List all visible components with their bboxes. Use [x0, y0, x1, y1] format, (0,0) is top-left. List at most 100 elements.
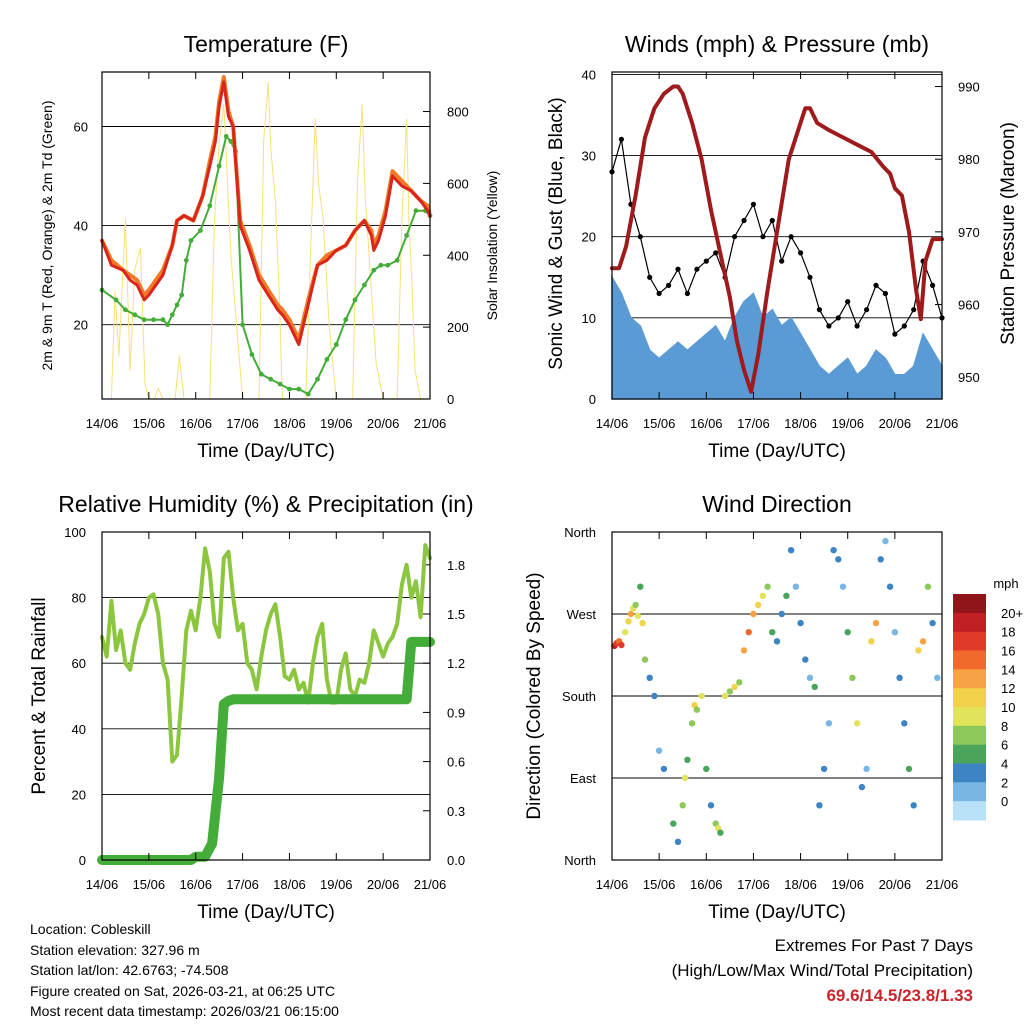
temperature-xtick-label: 16/06	[179, 416, 212, 431]
colorbar-title: mph	[993, 576, 1018, 591]
wind-direction-point	[634, 612, 642, 619]
gust-point	[930, 282, 936, 288]
dewpoint-point	[378, 262, 384, 268]
gust-point	[892, 331, 898, 337]
precipitation-line	[97, 636, 435, 865]
gust-point	[703, 258, 709, 264]
dewpoint-point	[179, 292, 185, 298]
temperature-title: Temperature (F)	[184, 31, 349, 57]
winds-ylabel-right: Station Pressure (Maroon)	[998, 122, 1019, 345]
humidity-ytick-right-label: 0.3	[447, 804, 465, 819]
dewpoint-point	[343, 317, 349, 323]
wind-direction-point	[934, 674, 941, 681]
station-latlon: Station lat/lon: 42.6763; -74.508	[30, 962, 229, 978]
data-timestamp: Most recent data timestamp: 2026/03/21 0…	[30, 1003, 339, 1019]
dewpoint-point	[362, 282, 367, 288]
colorbar-label: 4	[1001, 757, 1008, 772]
humidity-ytick-right-label: 1.5	[447, 607, 465, 622]
temperature-ytick-right-label: 600	[447, 176, 469, 191]
wind-direction-point	[637, 583, 644, 590]
direction-xlabel: Time (Day/UTC)	[708, 902, 846, 923]
colorbar-label: 12	[1001, 681, 1015, 696]
gust-point	[637, 234, 643, 240]
sonic-wind-area	[611, 274, 943, 400]
winds-xtick-label: 18/06	[784, 416, 817, 431]
temperature-ylabel: 2m & 9m T (Red, Orange) & 2m Td (Green)	[39, 101, 55, 371]
winds-xtick-label: 17/06	[737, 416, 770, 431]
wind-direction-point	[882, 537, 889, 545]
temperature-ytick-right-label: 0	[447, 392, 454, 407]
dewpoint-point	[333, 342, 339, 347]
wind-direction-point	[688, 720, 696, 727]
dewpoint-point	[198, 228, 203, 233]
relative-humidity-line	[100, 543, 432, 764]
gust-point	[694, 266, 700, 272]
dewpoint-point	[207, 203, 213, 209]
wind-direction-point	[830, 547, 837, 554]
winds-ylabel: Sonic Wind & Gust (Blue, Black)	[546, 97, 567, 369]
temperature-ytick-right-label: 400	[447, 248, 469, 263]
direction-xtick-label: 15/06	[643, 877, 676, 892]
wind-direction-point	[764, 583, 771, 590]
colorbar-label: 10	[1001, 700, 1015, 715]
humidity-xtick-label: 17/06	[226, 877, 259, 892]
winds-ytick-right-label: 970	[958, 225, 980, 240]
humidity-ytick-right-label: 1.8	[447, 558, 465, 573]
humidity-xtick-label: 21/06	[414, 877, 447, 892]
wind-direction-point	[783, 592, 790, 599]
humidity-xtick-label: 15/06	[133, 877, 166, 892]
dewpoint-point	[151, 317, 156, 323]
humidity-ytick-label: 20	[72, 787, 86, 802]
dewpoint-point	[413, 208, 419, 214]
wind-direction-point	[872, 619, 880, 627]
colorbar-swatch	[953, 669, 986, 689]
winds-xtick-label: 16/06	[690, 416, 723, 431]
dewpoint-point	[352, 297, 358, 303]
wind-direction-point	[868, 638, 875, 645]
wind-direction-point	[811, 683, 818, 691]
temperature-xtick-label: 15/06	[133, 416, 166, 431]
gust-point	[647, 274, 653, 280]
wind-direction-point	[693, 706, 701, 713]
colorbar-swatch	[953, 594, 986, 614]
dewpoint-point	[165, 322, 171, 328]
gust-point	[675, 266, 681, 272]
winds-ytick-right-label: 980	[958, 152, 980, 167]
colorbar-swatch	[953, 763, 986, 783]
wind-direction-point	[740, 647, 748, 654]
gust-point	[816, 307, 823, 313]
dewpoint-point	[188, 238, 194, 243]
gust-point	[684, 290, 691, 297]
wind-direction-point	[844, 629, 851, 636]
humidity-xlabel: Time (Day/UTC)	[197, 902, 335, 923]
wind-direction-point	[651, 692, 658, 700]
dewpoint-point	[394, 257, 400, 263]
temperature-xtick-label: 20/06	[367, 416, 400, 431]
extremes-summary: Extremes For Past 7 Days (High/Low/Max W…	[672, 933, 973, 1008]
temperature-ytick-label: 20	[74, 318, 88, 333]
winds-xtick-label: 15/06	[643, 416, 676, 431]
humidity-title: Relative Humidity (%) & Precipitation (i…	[58, 491, 473, 517]
temperature-ylabel-right: Solar Insolation (Yellow)	[484, 171, 500, 321]
colorbar-swatch	[953, 725, 986, 746]
humidity-ytick-right-label: 0.0	[447, 853, 465, 868]
wind-direction-point	[849, 674, 856, 681]
temperature-ytick-label: 60	[74, 120, 88, 135]
wind-direction-point	[703, 765, 710, 773]
wind-direction-point	[769, 629, 776, 636]
direction-xtick-label: 17/06	[737, 877, 770, 892]
direction-ytick-label: East	[570, 771, 596, 786]
gust-point	[788, 234, 794, 240]
dewpoint-point	[169, 312, 175, 318]
direction-xtick-label: 14/06	[596, 877, 629, 892]
humidity-xtick-label: 14/06	[86, 877, 119, 892]
dewpoint-point	[223, 134, 229, 139]
station-location: Location: Cobleskill	[30, 921, 151, 937]
colorbar-label: 2	[1001, 775, 1008, 790]
dewpoint-point	[160, 317, 166, 323]
dewpoint-point	[268, 376, 274, 382]
humidity-ytick-right-label: 1.2	[447, 656, 465, 671]
humidity-ytick-label: 0	[79, 853, 86, 868]
direction-ytick-label: West	[567, 607, 597, 622]
colorbar-label: 18	[1001, 625, 1015, 640]
